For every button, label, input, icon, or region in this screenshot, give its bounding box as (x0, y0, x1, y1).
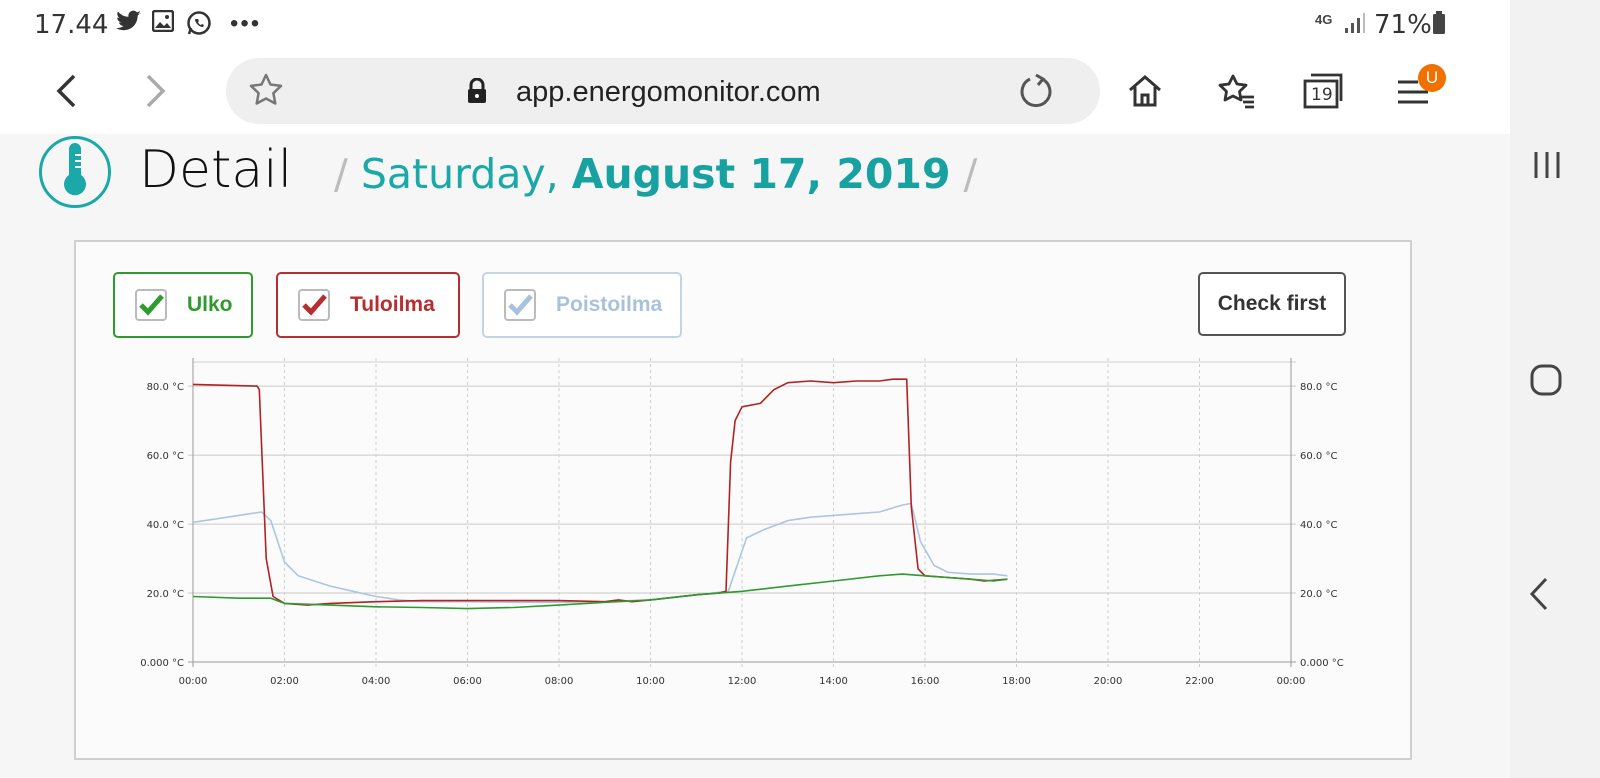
x-tick-label: 02:00 (270, 676, 299, 687)
thermometer-icon (39, 136, 111, 208)
legend-toggle-poistoilma[interactable]: Poistoilma (482, 272, 682, 338)
x-tick-label: 12:00 (728, 676, 757, 687)
date-weekday: Saturday, (360, 150, 559, 198)
page-content: Detail / Saturday, August 17, 2019 / Ulk… (0, 134, 1510, 778)
date-value: August 17, 2019 (571, 150, 951, 198)
back-nav-button[interactable] (1510, 574, 1600, 614)
checkbox-checked-icon (298, 289, 330, 321)
y-tick-label-right: 0.000 °C (1300, 658, 1344, 669)
date-slash-left: / (334, 150, 348, 198)
y-tick-label-right: 60.0 °C (1300, 451, 1337, 462)
checkbox-checked-icon (135, 289, 167, 321)
home-circle-icon (1530, 364, 1562, 396)
date-heading: / Saturday, August 17, 2019 / (334, 150, 977, 198)
battery-icon (1432, 11, 1446, 40)
back-button[interactable] (42, 66, 92, 116)
legend-label: Tuloilma (350, 293, 435, 316)
check-first-button[interactable]: Check first (1198, 272, 1346, 336)
legend-label: Ulko (187, 293, 233, 316)
battery-percent: 71% (1374, 10, 1432, 40)
recents-button[interactable] (1510, 145, 1600, 185)
home-icon (1129, 75, 1161, 107)
url-bar[interactable]: app.energomonitor.com (226, 58, 1100, 124)
x-tick-label: 20:00 (1094, 676, 1123, 687)
x-tick-label: 22:00 (1185, 676, 1214, 687)
y-tick-label-left: 60.0 °C (147, 451, 184, 462)
twitter-icon (116, 10, 142, 39)
y-tick-label-left: 20.0 °C (147, 589, 184, 600)
legend-toggle-tuloilma[interactable]: Tuloilma (276, 272, 460, 338)
tabs-icon (1303, 73, 1343, 109)
forward-button[interactable] (130, 66, 180, 116)
chart-panel: Ulko Tuloilma Poistoilma Check first 0.0… (74, 240, 1412, 760)
profile-badge[interactable]: U (1418, 64, 1446, 92)
home-nav-button[interactable] (1510, 360, 1600, 400)
x-tick-label: 16:00 (911, 676, 940, 687)
image-icon (151, 9, 175, 39)
status-time: 17.44 (34, 10, 109, 40)
y-tick-label-right: 40.0 °C (1300, 520, 1337, 531)
x-tick-label: 18:00 (1002, 676, 1031, 687)
series-line-tuloilma (192, 378, 1008, 606)
network-indicator: 4G (1315, 12, 1333, 27)
url-text[interactable]: app.energomonitor.com (516, 76, 821, 108)
series-line-ulko (192, 573, 1008, 610)
date-slash-right: / (963, 150, 978, 198)
x-tick-label: 08:00 (545, 676, 574, 687)
temperature-chart: 0.000 °C 0.000 °C 20.0 °C 20.0 °C 40.0 °C 40.… (140, 358, 1344, 687)
forward-arrow-icon (146, 74, 166, 108)
y-tick-label-right: 80.0 °C (1300, 382, 1337, 393)
lock-icon (466, 77, 488, 109)
legend-label: Poistoilma (556, 293, 663, 316)
bookmark-star-icon[interactable] (248, 72, 284, 113)
x-tick-label: 06:00 (453, 676, 482, 687)
x-tick-label: 00:00 (1277, 676, 1306, 687)
y-tick-label-left: 0.000 °C (140, 658, 184, 669)
signal-icon (1344, 12, 1366, 39)
page-title: Detail (139, 140, 293, 200)
y-tick-label-left: 40.0 °C (147, 520, 184, 531)
recents-icon (1534, 152, 1560, 178)
x-tick-label: 00:00 (179, 676, 208, 687)
whatsapp-icon (186, 10, 212, 43)
back-chevron-icon (1529, 577, 1548, 611)
hamburger-icon (1398, 80, 1428, 104)
series-line-poistoilma (192, 502, 1008, 604)
menu-button[interactable]: U (1388, 64, 1446, 116)
reload-icon[interactable] (1018, 72, 1054, 115)
browser-toolbar: app.energomonitor.com 19 U (0, 50, 1510, 135)
x-tick-label: 14:00 (819, 676, 848, 687)
tabs-button[interactable]: 19 (1298, 66, 1348, 116)
status-bar: 17.44 ••• 4G 71% (0, 0, 1510, 50)
legend-toggle-ulko[interactable]: Ulko (113, 272, 253, 338)
checkbox-checked-icon (504, 289, 536, 321)
back-arrow-icon (56, 74, 76, 108)
home-button[interactable] (1120, 66, 1170, 116)
x-tick-label: 10:00 (636, 676, 665, 687)
android-nav-bar (1510, 0, 1600, 778)
more-dots-icon: ••• (230, 10, 262, 37)
y-tick-label-right: 20.0 °C (1300, 589, 1337, 600)
y-tick-label-left: 80.0 °C (147, 382, 184, 393)
tab-count: 19 (1311, 85, 1333, 105)
bookmarks-button[interactable] (1212, 66, 1262, 116)
x-tick-label: 04:00 (362, 676, 391, 687)
star-list-icon (1218, 74, 1254, 109)
